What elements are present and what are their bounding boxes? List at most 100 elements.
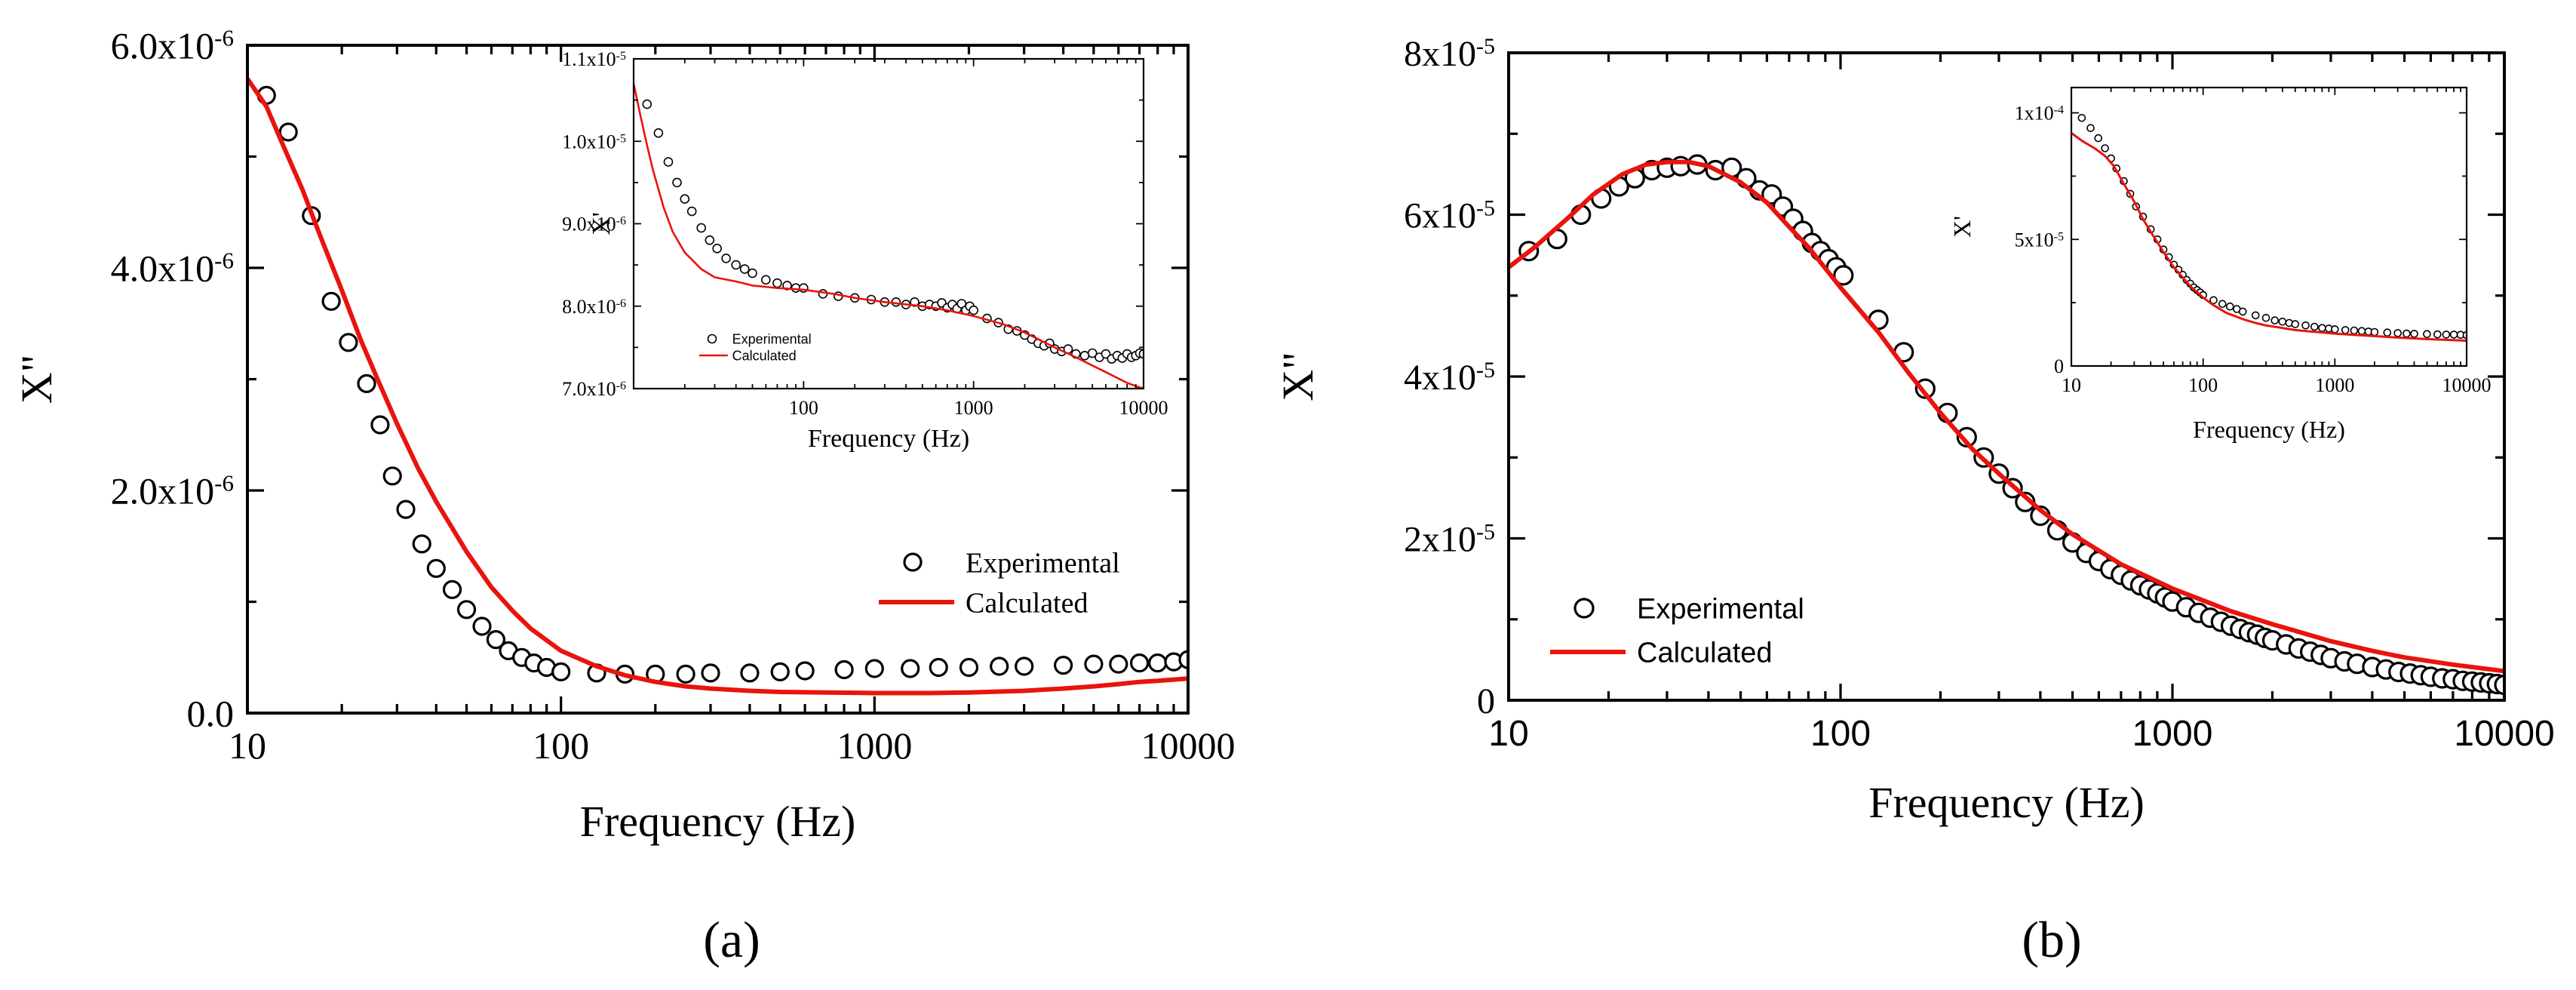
a-inset-legend: Experimental Calculated (698, 331, 812, 363)
a-inset-experimental-point (772, 278, 782, 288)
b-inset-experimental-point (2331, 325, 2339, 334)
a-inset-experimental-point (818, 289, 828, 299)
a-main-experimental-point (864, 659, 884, 678)
b-inset-experimental-point (2077, 114, 2086, 122)
a-main-legend-calculated: Calculated (966, 587, 1088, 619)
b-inset-x-axis-label: Frequency (Hz) (2193, 416, 2345, 443)
a-main-xtick-label: 100 (533, 724, 589, 767)
a-inset-experimental-point (642, 99, 652, 109)
b-inset-experimental-point (2341, 326, 2350, 334)
chart-b-inset: 10 100 1000 10000 0 5x10-5 1x10-4 Frequency (Hz… (1948, 86, 2492, 443)
a-inset-xtick-label: 10000 (1119, 397, 1168, 419)
a-main-experimental-point (901, 659, 920, 678)
chart-a-inset: 100 1000 10000 7.0x10-6 8.0x10-6 9.0x10-6 1.0x… (562, 48, 1168, 453)
a-inset-legend-calculated: Calculated (732, 348, 797, 363)
b-main-xtick-label: 1000 (2132, 714, 2213, 754)
a-main-experimental-point (1053, 655, 1073, 675)
b-inset-experimental-point (2261, 313, 2271, 322)
b-inset-axes-frame (2070, 86, 2468, 367)
b-inset-ytick-label: 1x10-4 (2015, 103, 2064, 125)
chart-a-main: 10 100 1000 10000 0.0 2.0x10-6 4.0x10-6 6.0x10-… (12, 24, 1236, 846)
b-inset-experimental-point (2383, 328, 2392, 337)
a-main-xtick-label: 1000 (837, 724, 912, 767)
b-inset-experimental-point (2209, 296, 2218, 305)
a-main-experimental-point (321, 291, 341, 311)
a-main-experimental-point (396, 500, 416, 519)
a-main-experimental-point (426, 558, 446, 578)
a-inset-ytick-label: 9.0x10-6 (562, 214, 626, 235)
a-inset-legend-experimental: Experimental (732, 331, 812, 346)
b-inset-experimental-point (2462, 331, 2467, 340)
a-inset-y-axis-label: X' (588, 212, 616, 235)
a-inset-experimental-point (1101, 349, 1111, 359)
a-main-ytick-label: 0.0 (187, 693, 235, 735)
b-inset-experimental-point (2086, 124, 2095, 132)
a-inset-experimental-point (739, 264, 750, 274)
b-main-legend-marker (1574, 598, 1595, 619)
a-inset-experimental-point (791, 283, 801, 294)
b-main-ytick-label: 6x10-5 (1404, 195, 1495, 236)
a-inset-experimental-point (712, 243, 723, 254)
b-inset-series-calculated (2071, 132, 2467, 342)
a-main-xtick-label: 10 (229, 724, 266, 767)
b-main-experimental-point (1914, 378, 1936, 399)
chart-b-main: 10 100 1000 1000002x10-54x10-56x10-58x10-5F… (1273, 33, 2555, 827)
a-inset-ytick-label: 1.0x10-5 (562, 131, 626, 152)
a-main-series-calculated (247, 77, 1188, 696)
b-inset-ytick-label: 0 (2054, 355, 2064, 377)
b-inset-experimental-point (2423, 330, 2431, 339)
b-main-legend-experimental: Experimental (1637, 593, 1804, 625)
a-inset-experimental-point (1138, 349, 1144, 359)
a-main-experimental-point (382, 466, 402, 486)
a-main-experimental-point (929, 657, 948, 678)
a-inset-experimental-point (760, 275, 771, 285)
a-inset-experimental-point (686, 206, 697, 217)
b-inset-experimental-point (2094, 134, 2102, 143)
b-inset-experimental-point (2370, 327, 2379, 337)
a-inset-experimental-point (705, 235, 715, 245)
a-inset-experimental-point (663, 157, 674, 167)
a-inset-experimental-point (1079, 350, 1090, 361)
b-inset-xtick-label: 10 (2062, 374, 2081, 396)
a-main-y-axis-label: X" (12, 355, 61, 404)
a-main-experimental-point (551, 662, 571, 682)
a-inset-ytick-label: 7.0x10-6 (562, 378, 626, 400)
a-inset-experimental-point (672, 177, 682, 188)
a-main-experimental-point (442, 580, 462, 599)
a-main-x-axis-label: Frequency (Hz) (580, 797, 856, 846)
b-main-legend-calculated: Calculated (1637, 637, 1773, 669)
a-main-experimental-point (1015, 656, 1034, 676)
b-inset-xtick-label: 10000 (2442, 374, 2492, 396)
b-inset-experimental-point (2449, 331, 2458, 339)
a-main-experimental-point (456, 600, 477, 620)
a-inset-experimental-point (969, 305, 978, 315)
a-main-legend: Experimental Calculated (879, 547, 1120, 619)
b-inset-y-axis-label: X' (1948, 216, 1976, 238)
a-inset-series-calculated (634, 83, 1144, 389)
a-main-experimental-point (770, 662, 790, 682)
b-inset-experimental-point (2310, 322, 2319, 331)
a-main-experimental-point (278, 122, 298, 142)
a-main-ytick-label: 6.0x10-6 (111, 24, 234, 67)
a-main-legend-experimental: Experimental (966, 547, 1120, 579)
a-main-ytick-label: 2.0x10-6 (111, 469, 234, 512)
b-inset-experimental-point (2218, 300, 2227, 309)
a-inset-ytick-label: 8.0x10-6 (562, 296, 626, 318)
b-inset-experimental-point (2251, 311, 2260, 320)
a-main-experimental-point (959, 657, 979, 678)
a-main-experimental-point (834, 659, 854, 680)
a-main-experimental-point (486, 629, 506, 650)
a-inset-ytick-label: 1.1x10-5 (562, 48, 626, 70)
b-main-x-axis-label: Frequency (Hz) (1868, 778, 2145, 827)
b-inset-experimental-point (2278, 317, 2287, 326)
a-main-experimental-point (740, 663, 760, 683)
b-inset-experimental-point (2238, 307, 2247, 316)
b-main-y-axis-label: X" (1273, 352, 1322, 401)
a-main-experimental-point (412, 534, 431, 554)
b-inset-series-experimental (2077, 114, 2467, 340)
b-inset-xtick-label: 1000 (2315, 374, 2354, 396)
a-inset-experimental-point (721, 254, 731, 263)
b-inset-experimental-point (2318, 324, 2326, 333)
